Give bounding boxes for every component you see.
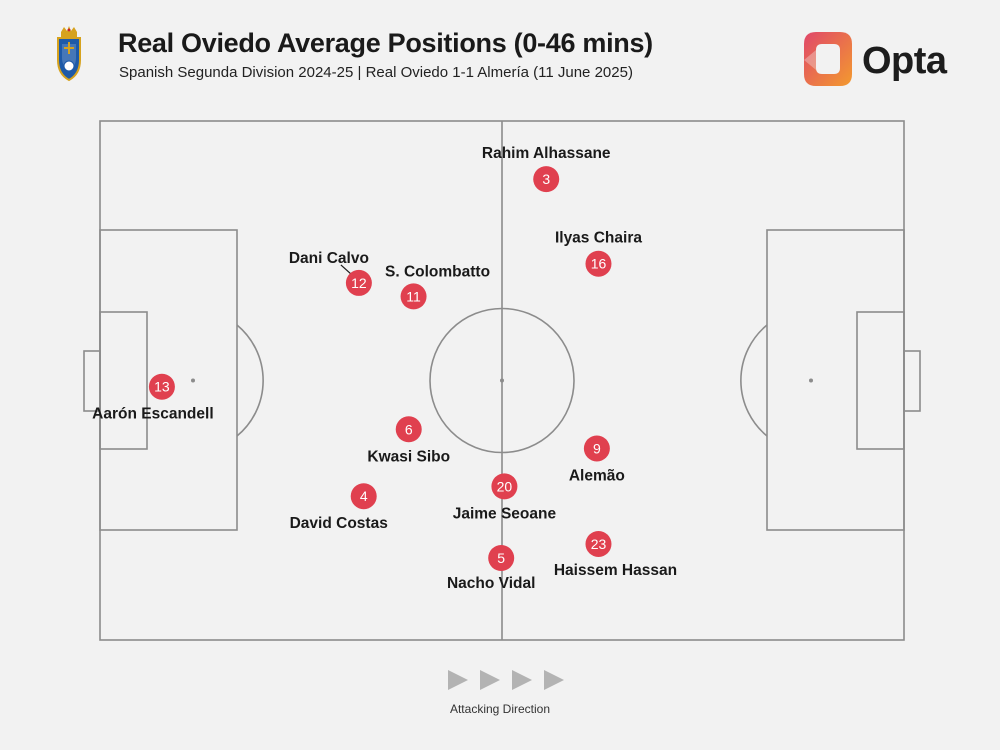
direction-arrow-icon <box>480 670 500 690</box>
player-marker-circle <box>585 250 612 277</box>
player-number: 4 <box>360 488 368 504</box>
player-name: Jaime Seoane <box>453 505 557 522</box>
right-penalty-arc <box>740 324 768 437</box>
player-marker: 16 Ilyas Chaira <box>555 230 642 277</box>
opta-wordmark: Opta <box>862 40 947 82</box>
direction-arrow-icon <box>448 670 468 690</box>
player-marker: 9 Alemão <box>569 435 625 484</box>
player-marker: 4 David Costas <box>290 483 388 532</box>
opta-logo-icon <box>804 32 852 86</box>
player-marker: 20 Jaime Seoane <box>453 473 557 522</box>
opta-logo: Opta <box>802 30 962 90</box>
player-name: Rahim Alhassane <box>482 145 611 162</box>
player-marker-circle <box>350 483 377 510</box>
player-marker: 3 Rahim Alhassane <box>482 145 611 193</box>
player-number: 23 <box>591 536 607 552</box>
player-number: 12 <box>351 275 367 291</box>
player-marker-circle <box>585 530 612 557</box>
header: Real Oviedo Average Positions (0-46 mins… <box>0 0 1000 100</box>
player-name: Dani Calvo <box>289 250 369 267</box>
player-name: Nacho Vidal <box>447 575 535 592</box>
player-marker: 5 Nacho Vidal <box>447 544 535 592</box>
player-marker-circle <box>491 473 518 500</box>
player-name: Haissem Hassan <box>554 562 677 579</box>
player-marker-circle <box>533 166 560 193</box>
right-six-yard-box <box>856 311 905 450</box>
page-subtitle: Spanish Segunda Division 2024-25 | Real … <box>119 64 633 81</box>
player-marker-circle <box>400 283 427 310</box>
right-penalty-area <box>766 229 905 531</box>
left-six-yard-box <box>99 311 148 450</box>
player-marker: 11 S. Colombatto <box>385 263 490 310</box>
right-penalty-spot <box>809 378 813 383</box>
player-marker-circle <box>148 373 175 400</box>
left-penalty-spot <box>191 378 195 383</box>
attacking-direction-arrows <box>448 670 564 690</box>
direction-arrow-icon <box>512 670 532 690</box>
player-number: 3 <box>542 171 550 187</box>
player-marker-circle <box>583 435 610 462</box>
centre-circle <box>429 307 575 454</box>
player-marker: 23 Haissem Hassan <box>554 530 677 579</box>
player-marker-circle <box>395 416 422 443</box>
right-goal <box>903 350 921 412</box>
player-number: 9 <box>593 440 601 456</box>
real-oviedo-crest-icon <box>57 26 81 82</box>
centre-spot <box>500 378 504 383</box>
player-marker: 13 Aarón Escandell <box>92 373 214 423</box>
player-marker-circle <box>488 544 515 571</box>
page-title: Real Oviedo Average Positions (0-46 mins… <box>118 28 653 58</box>
player-label-leader-line <box>340 264 352 275</box>
left-penalty-arc <box>236 324 264 437</box>
attacking-direction-label: Attacking Direction <box>449 702 551 716</box>
player-marker: 12 Dani Calvo <box>289 250 372 296</box>
player-name: Kwasi Sibo <box>367 448 450 465</box>
footer: Attacking Direction <box>0 660 1000 730</box>
player-number: 11 <box>406 288 421 304</box>
player-number: 5 <box>497 550 505 566</box>
player-number: 13 <box>154 379 170 395</box>
left-goal <box>83 350 101 412</box>
player-name: Aarón Escandell <box>92 406 213 423</box>
player-name: S. Colombatto <box>385 263 490 280</box>
player-name: David Costas <box>290 515 388 532</box>
player-number: 20 <box>497 478 513 494</box>
player-markers: 3 Rahim Alhassane 16 Ilyas Chaira 12 Dani Cal… <box>92 145 677 592</box>
player-number: 16 <box>591 256 607 272</box>
pitch: 3 Rahim Alhassane 16 Ilyas Chaira 12 Dani Cal… <box>83 120 921 641</box>
player-number: 6 <box>405 421 413 437</box>
direction-arrow-icon <box>544 670 564 690</box>
player-name: Alemão <box>569 467 625 484</box>
player-name: Ilyas Chaira <box>555 230 642 247</box>
player-marker: 6 Kwasi Sibo <box>367 416 450 465</box>
pitch-spots <box>191 378 813 383</box>
player-marker-circle <box>345 269 372 296</box>
